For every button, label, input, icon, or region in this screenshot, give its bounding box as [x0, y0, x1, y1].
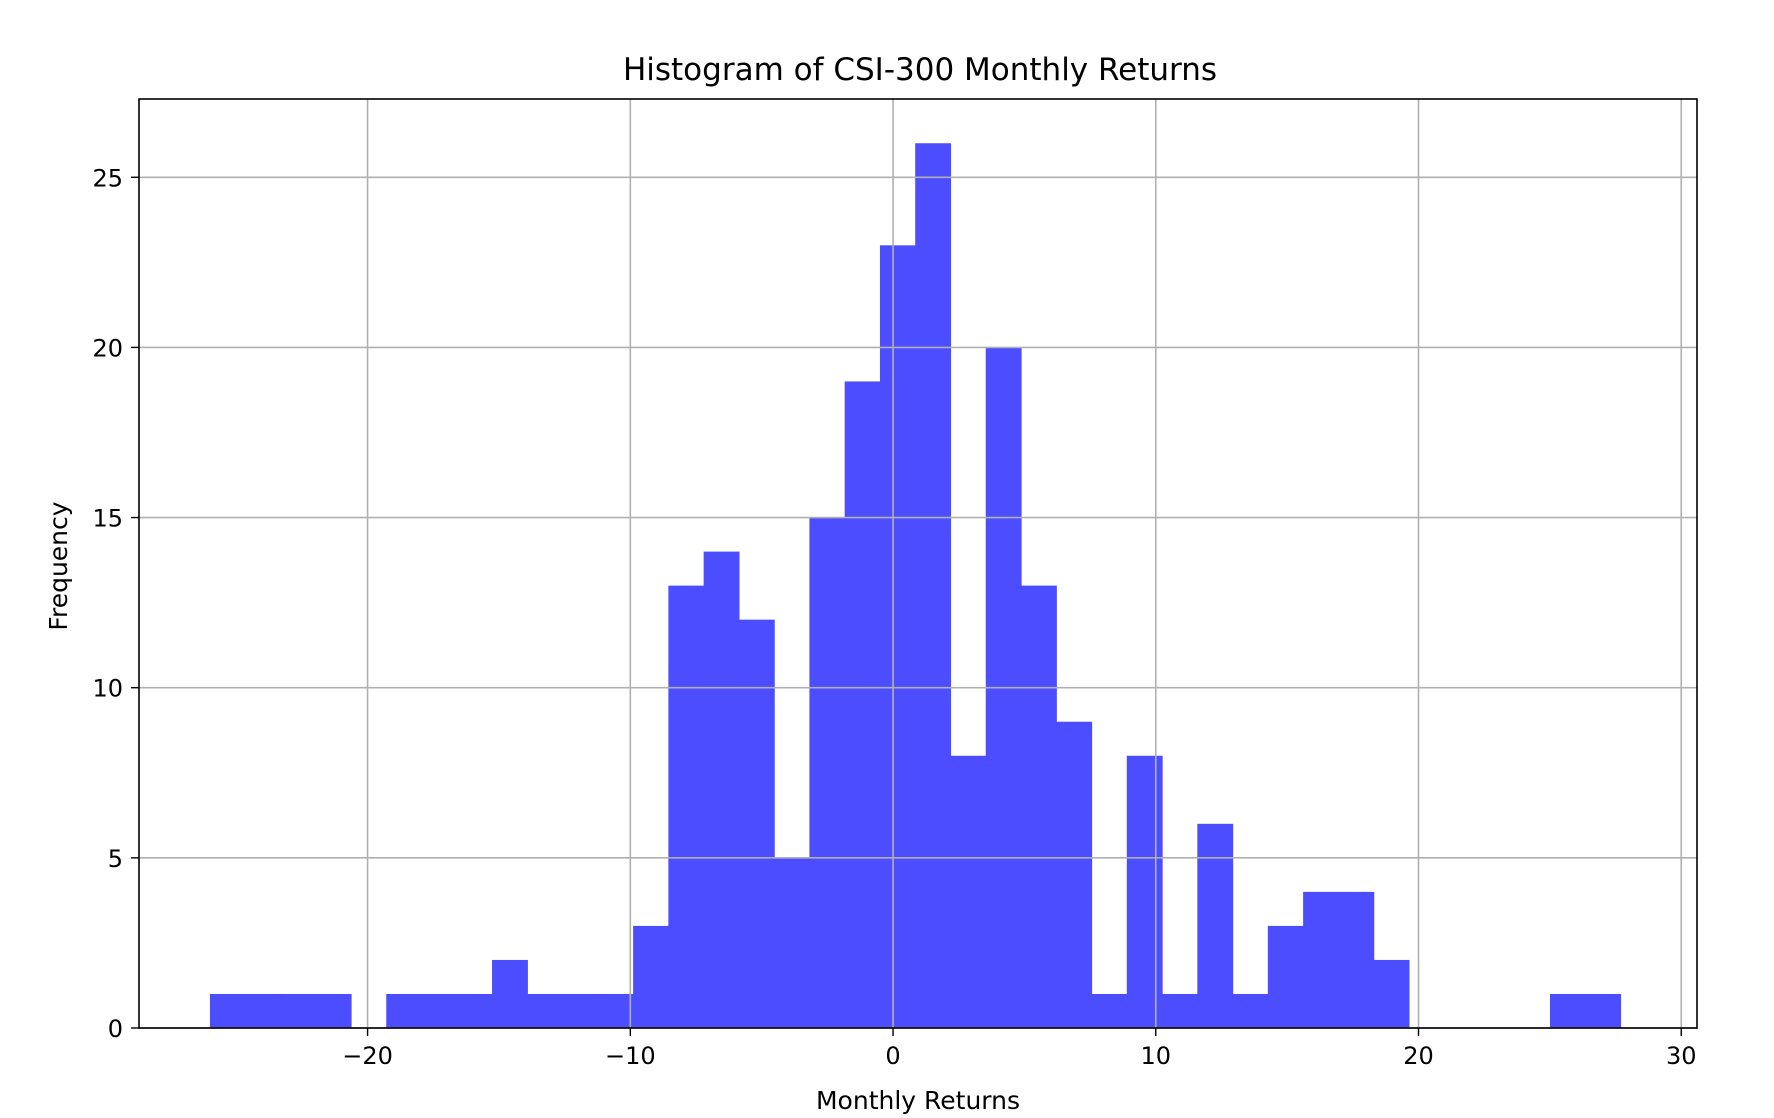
- histogram-bar: [245, 993, 282, 1028]
- chart-title: Histogram of CSI-300 Monthly Returns: [623, 52, 1217, 88]
- histogram-bar: [950, 755, 987, 1028]
- histogram-bar: [774, 857, 811, 1028]
- histogram-bar: [456, 993, 493, 1028]
- histogram-bar: [1021, 585, 1057, 1028]
- x-tick-label: 0: [885, 1042, 900, 1070]
- x-tick-label: −10: [605, 1042, 656, 1070]
- histogram-bar: [597, 993, 634, 1028]
- histogram-bar: [1267, 925, 1304, 1028]
- x-tick-label: −20: [342, 1042, 393, 1070]
- histogram-bar: [562, 993, 599, 1028]
- y-tick-label: 15: [92, 505, 123, 533]
- histogram-bar: [1303, 891, 1339, 1028]
- histogram-bar: [280, 993, 317, 1028]
- histogram-bar: [209, 993, 246, 1028]
- histogram-bar: [915, 143, 952, 1028]
- histogram-bar: [1091, 993, 1128, 1028]
- y-tick-label: 5: [108, 845, 123, 873]
- x-tick-label: 10: [1140, 1042, 1171, 1070]
- histogram-bar: [1056, 721, 1093, 1028]
- x-axis-label: Monthly Returns: [816, 1086, 1020, 1114]
- histogram-bar: [315, 993, 352, 1028]
- y-tick-label: 0: [108, 1015, 123, 1043]
- histogram-bar: [1232, 993, 1269, 1028]
- x-tick-label: 30: [1666, 1042, 1697, 1070]
- histogram-bar: [703, 551, 740, 1028]
- histogram-bar: [492, 959, 528, 1028]
- histogram-bar: [1338, 891, 1375, 1028]
- histogram-bar: [527, 993, 564, 1028]
- y-tick-label: 20: [92, 334, 123, 362]
- x-tick-label: 20: [1403, 1042, 1434, 1070]
- histogram-bar: [738, 619, 775, 1028]
- y-tick-label: 10: [92, 675, 123, 703]
- histogram-bar: [844, 381, 881, 1028]
- y-axis-label: Frequency: [44, 501, 73, 630]
- histogram-bar: [879, 245, 916, 1029]
- plot-frame: [138, 98, 1698, 1029]
- histogram-bar: [386, 993, 423, 1028]
- histogram-bar: [1373, 959, 1410, 1028]
- histogram-bar: [633, 925, 669, 1028]
- y-tick-label: 25: [92, 164, 123, 192]
- histogram-bar: [1162, 993, 1198, 1028]
- histogram-bar: [1585, 993, 1622, 1028]
- histogram-bar: [668, 585, 705, 1028]
- histogram-bar: [1549, 993, 1586, 1028]
- histogram-bar: [1197, 823, 1234, 1028]
- histogram-bar: [809, 517, 846, 1028]
- histogram-bar: [421, 993, 458, 1028]
- histogram-bar: [1126, 755, 1163, 1028]
